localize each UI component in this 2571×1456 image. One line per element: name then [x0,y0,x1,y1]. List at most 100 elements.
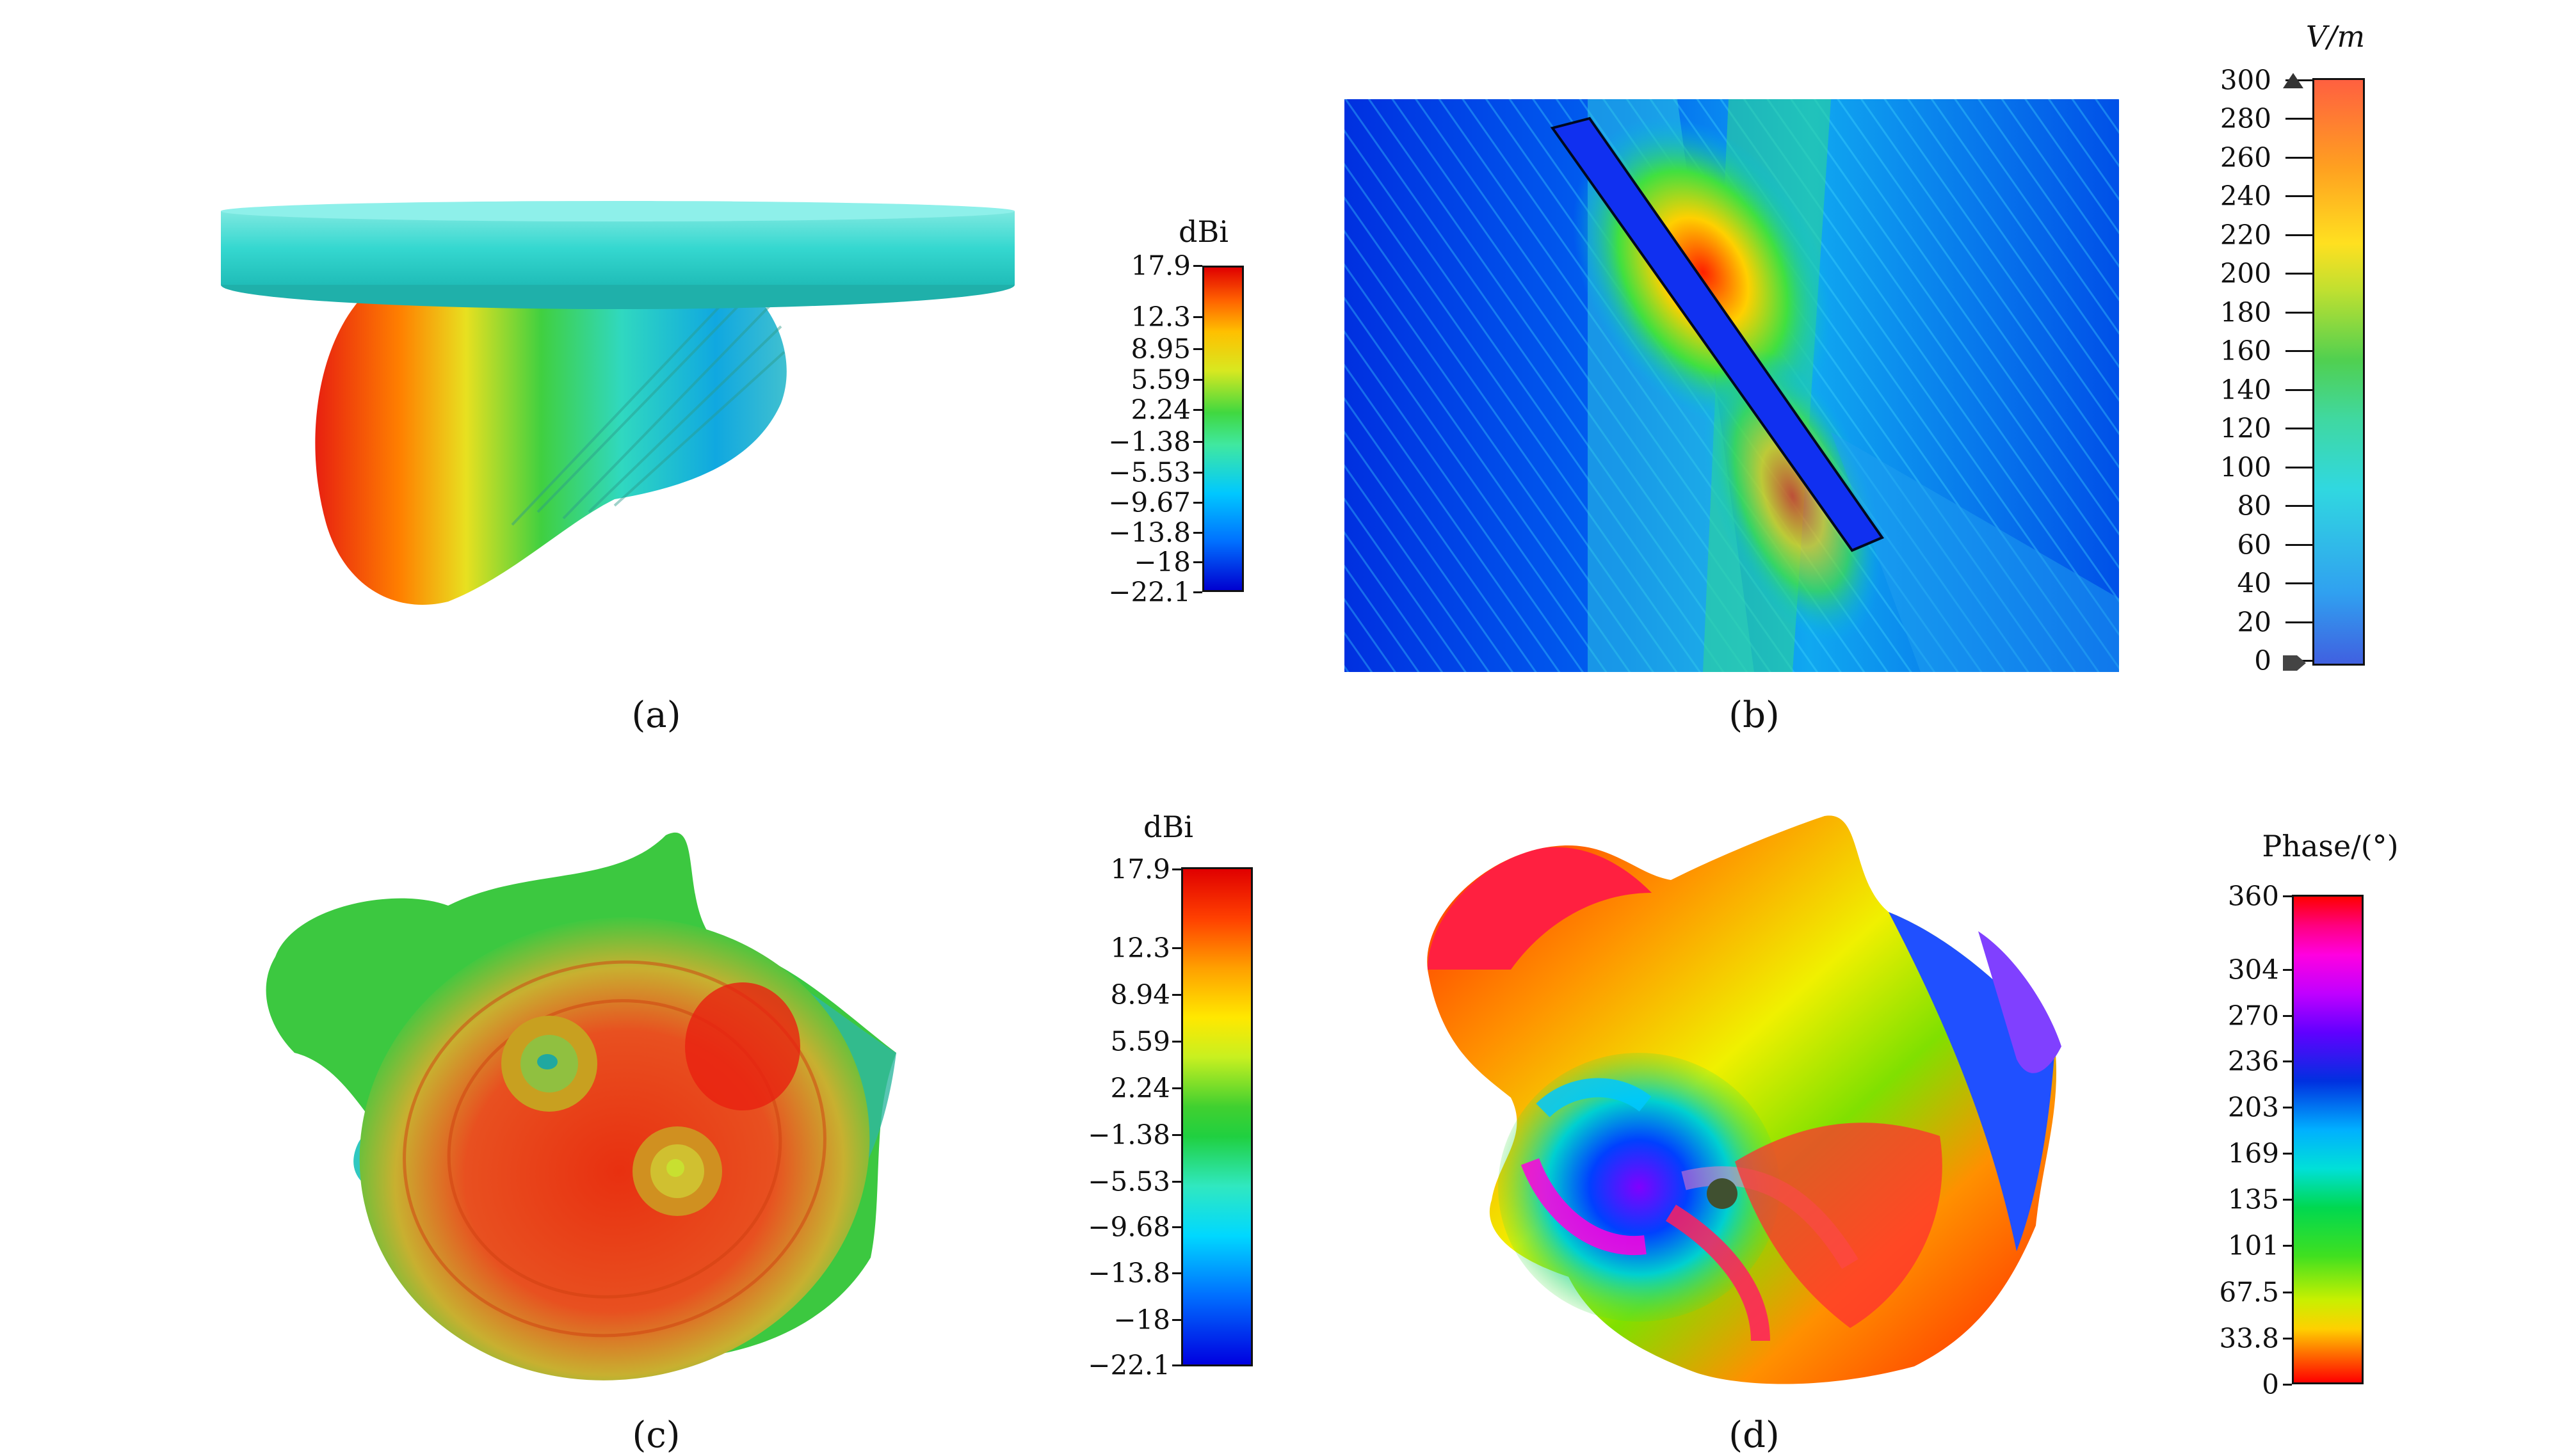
colorbar-c-title: dBi [1143,810,1193,844]
colorbar-b-tick-label: 200 [2220,257,2271,289]
colorbar-a-tick-mark [1193,316,1202,318]
colorbar-d-tick-mark [2283,1060,2292,1062]
colorbar-b-tick-label: 140 [2220,374,2271,406]
colorbar-a-tick-mark [1193,348,1202,350]
colorbar-a-tick-label: −9.67 [1108,486,1191,518]
colorbar-a-title: dBi [1179,214,1229,249]
colorbar-b-tick-label: 280 [2220,102,2271,134]
colorbar-b-tick-mark [2285,156,2312,159]
colorbar-d-tick-mark [2283,1015,2292,1017]
colorbar-b-tick-mark [2285,466,2312,468]
colorbar-d-tick-mark [2283,1338,2292,1340]
colorbar-b-tick-mark [2285,582,2312,585]
colorbar-c-tick-label: 8.94 [1110,979,1170,1011]
colorbar-d-tick-label: 304 [2227,954,2279,986]
colorbar-d-tick-label: 67.5 [2219,1276,2279,1308]
colorbar-c-tick-mark [1172,1272,1181,1274]
colorbar-b-max-arrow [2283,73,2303,88]
colorbar-c-tick-label: −1.38 [1088,1119,1170,1151]
colorbar-b-tick-label: 180 [2220,296,2271,328]
colorbar-d-tick-mark [2283,895,2292,897]
colorbar-b-tick-label: 60 [2237,529,2271,561]
colorbar-b-tick-label: 240 [2220,180,2271,212]
colorbar-d-tick-label: 101 [2227,1229,2279,1261]
colorbar-d-tick-label: 270 [2227,1000,2279,1032]
colorbar-b-tick-mark [2285,388,2312,391]
colorbar-b-tick-label: 300 [2220,64,2271,96]
colorbar-c [1181,867,1253,1366]
colorbar-b-tick-label: 260 [2220,141,2271,173]
colorbar-c-tick-label: −13.8 [1088,1257,1170,1289]
colorbar-c-tick-label: −9.68 [1088,1211,1170,1243]
colorbar-b-tick-mark [2285,350,2312,353]
colorbar-b-tick-mark [2285,428,2312,430]
colorbar-b-tick-label: 100 [2220,451,2271,483]
colorbar-d-tick-label: 360 [2227,880,2279,912]
colorbar-c-tick-mark [1172,1364,1181,1366]
colorbar-c-tick-mark [1172,1041,1181,1043]
colorbar-c-tick-mark [1172,868,1181,870]
colorbar-b-tick-mark [2285,311,2312,314]
colorbar-d-tick-label: 236 [2227,1045,2279,1077]
colorbar-a-tick-label: −18 [1134,546,1191,578]
colorbar-b-tick-mark [2285,234,2312,236]
colorbar-a-tick-label: −13.8 [1108,516,1191,548]
colorbar-c-tick-label: 17.9 [1110,853,1170,885]
colorbar-a-tick-label: −1.38 [1108,426,1191,458]
colorbar-a-tick-mark [1193,472,1202,474]
colorbar-a-tick-mark [1193,591,1202,593]
colorbar-a-tick-label: −5.53 [1108,456,1191,488]
colorbar-c-tick-mark [1172,1319,1181,1321]
colorbar-c-tick-mark [1172,1181,1181,1183]
colorbar-d-tick-mark [2283,1384,2292,1386]
colorbar-a-tick-mark [1193,561,1202,563]
colorbar-d-tick-label: 169 [2227,1137,2279,1169]
colorbar-c-tick-mark [1172,994,1181,996]
colorbar-b-title: V/m [2305,19,2365,54]
panel-a-radiation-pattern [205,192,1031,627]
colorbar-a-tick-mark [1193,441,1202,443]
colorbar-b-tick-mark [2285,505,2312,508]
caption-c: (c) [632,1414,681,1456]
colorbar-a-tick-mark [1193,532,1202,534]
colorbar-d-title: Phase/(°) [2262,829,2399,863]
colorbar-a-tick-label: 17.9 [1131,250,1191,282]
colorbar-b-tick-mark [2285,195,2312,198]
colorbar-b-tick-label: 220 [2220,219,2271,251]
colorbar-b-tick-label: 0 [2254,644,2271,676]
panel-d-vortex-center [1707,1178,1737,1209]
colorbar-d [2292,895,2364,1384]
colorbar-c-tick-mark [1172,1226,1181,1228]
caption-b: (b) [1729,694,1780,736]
colorbar-a-tick-mark [1193,379,1202,381]
colorbar-d-tick-label: 33.8 [2219,1322,2279,1354]
colorbar-c-tick-label: −18 [1113,1304,1170,1336]
panel-b-slab [1550,116,1885,552]
colorbar-b-tick-label: 120 [2220,412,2271,444]
colorbar-b-tick-mark [2285,118,2312,120]
colorbar-d-tick-mark [2283,1153,2292,1155]
colorbar-c-tick-label: 2.24 [1110,1072,1170,1104]
panel-b-field-map [1344,99,2119,672]
colorbar-d-tick-mark [2283,1199,2292,1201]
colorbar-c-tick-label: −22.1 [1088,1349,1170,1381]
colorbar-d-tick-mark [2283,969,2292,971]
colorbar-b-min-arrow [2283,655,2306,671]
colorbar-b-tick-label: 80 [2237,490,2271,522]
colorbar-a-tick-label: 8.95 [1131,333,1191,365]
colorbar-a-tick-label: 2.24 [1131,394,1191,426]
colorbar-b-tick-label: 20 [2237,606,2271,638]
colorbar-b-tick-label: 160 [2220,335,2271,367]
colorbar-d-tick-mark [2283,1107,2292,1108]
colorbar-a [1202,266,1244,592]
colorbar-a-tick-label: 12.3 [1131,301,1191,333]
colorbar-c-tick-label: 12.3 [1110,932,1170,964]
caption-a: (a) [631,694,681,736]
colorbar-d-tick-mark [2283,1245,2292,1247]
colorbar-c-tick-label: −5.53 [1088,1165,1170,1197]
colorbar-c-tick-mark [1172,1087,1181,1089]
colorbar-c-tick-mark [1172,1134,1181,1136]
colorbar-a-tick-label: −22.1 [1108,576,1191,608]
colorbar-d-tick-label: 203 [2227,1091,2279,1123]
colorbar-b [2312,78,2365,666]
